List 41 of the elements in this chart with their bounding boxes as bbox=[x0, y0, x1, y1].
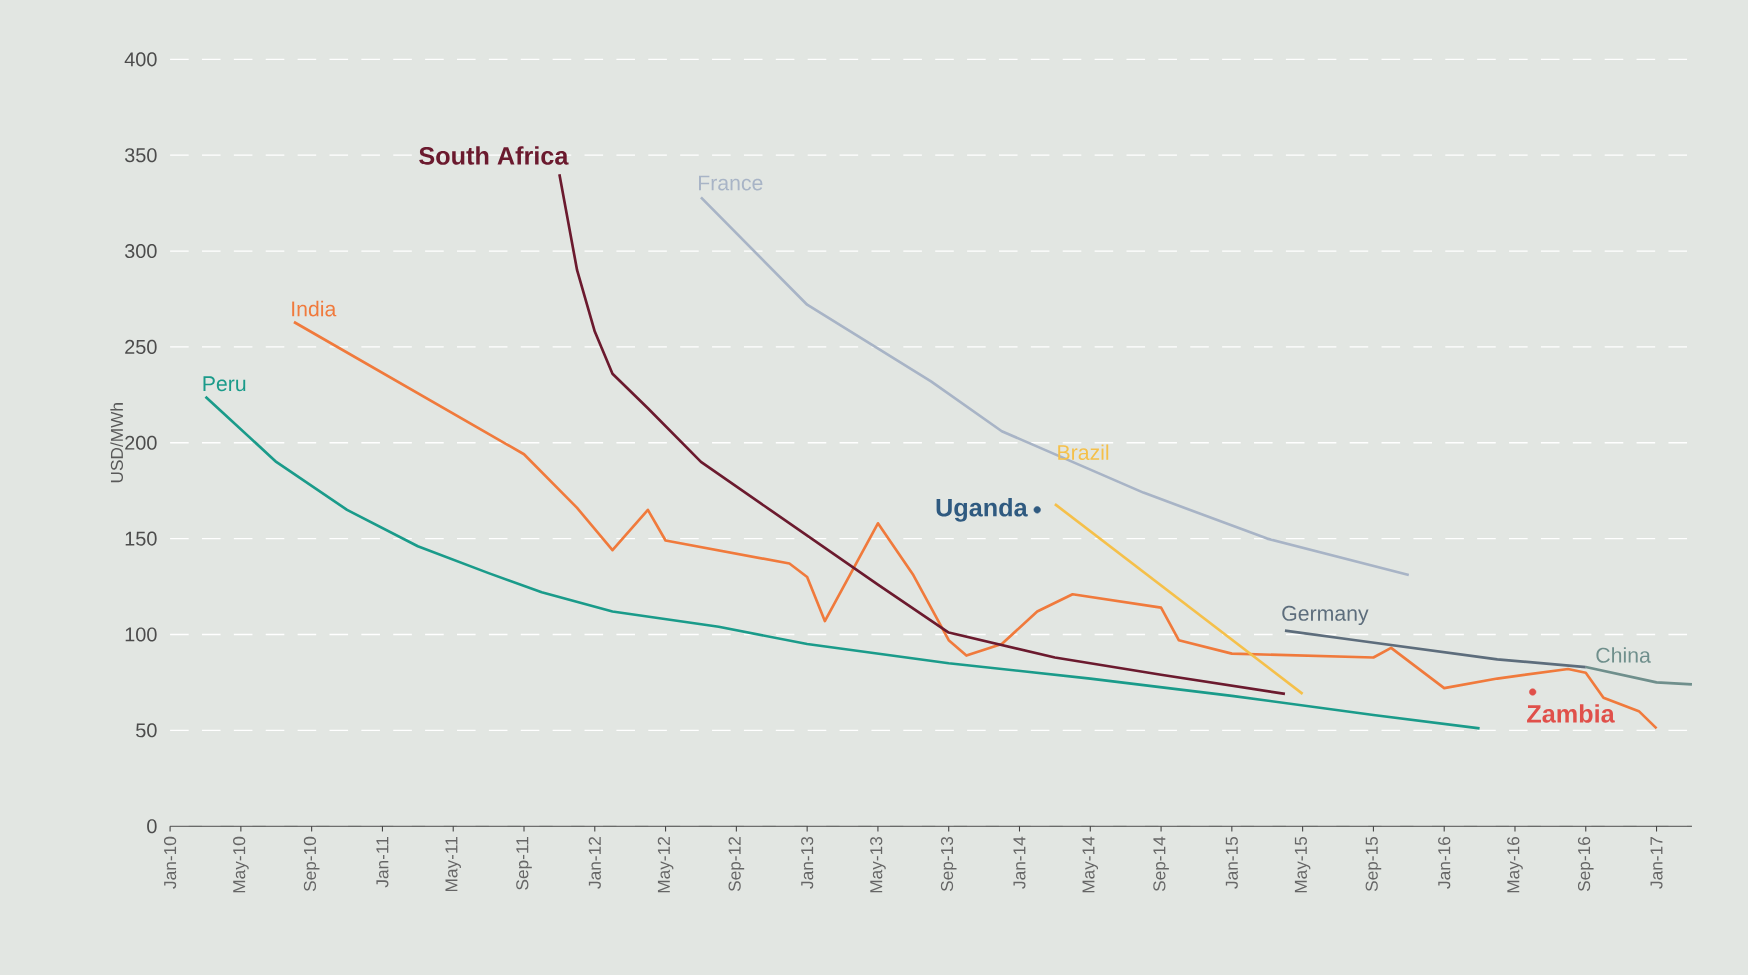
series-label: Zambia bbox=[1527, 704, 1615, 723]
x-tick-label: May-14 bbox=[1082, 836, 1099, 893]
x-tick-label: Jan-15 bbox=[1225, 836, 1238, 889]
x-tick-label: May-13 bbox=[870, 836, 886, 893]
y-tick-label: 100 bbox=[125, 627, 157, 642]
y-tick-label: 50 bbox=[136, 723, 157, 738]
x-tick-label: Jan-13 bbox=[801, 836, 814, 889]
y-tick-label: 400 bbox=[124, 52, 157, 67]
series-label: Peru bbox=[203, 376, 246, 392]
x-tick-label: Jan-11 bbox=[376, 836, 389, 888]
x-tick-label: Sep-13 bbox=[940, 836, 957, 892]
y-tick-label: 250 bbox=[125, 339, 157, 354]
series-label: France bbox=[699, 175, 763, 191]
series-label: China bbox=[1596, 647, 1651, 663]
x-tick-label: Sep-10 bbox=[303, 836, 320, 892]
x-tick-label: May-12 bbox=[657, 837, 674, 893]
x-tick-label: Jan-12 bbox=[588, 837, 601, 889]
x-tick-label: May-16 bbox=[1507, 836, 1523, 893]
x-tick-label: May-11 bbox=[445, 836, 461, 892]
y-tick-label: 150 bbox=[125, 531, 157, 546]
y-tick-label: 200 bbox=[125, 435, 157, 450]
x-tick-label: Jan-14 bbox=[1013, 836, 1026, 889]
text: Brazil bbox=[1058, 444, 1109, 460]
x-tick-label: Sep-12 bbox=[728, 837, 745, 892]
series-label: India bbox=[292, 300, 337, 317]
series-label: Germany bbox=[1282, 605, 1369, 626]
series-label: Uganda bbox=[936, 497, 1028, 522]
x-tick-label: Sep-16 bbox=[1577, 836, 1594, 892]
x-tick-label: May-15 bbox=[1294, 836, 1311, 893]
y-tick-label: 350 bbox=[124, 148, 157, 163]
x-tick-label: Jan-16 bbox=[1438, 836, 1451, 889]
x-tick-label: Sep-15 bbox=[1365, 836, 1382, 892]
y-tick-label: 0 bbox=[147, 819, 157, 834]
x-tick-label: Sep-11 bbox=[516, 836, 532, 890]
y-axis-title: USD/MWh bbox=[110, 403, 124, 483]
series-label: South Africa bbox=[419, 146, 569, 165]
y-tick-label: 300 bbox=[124, 243, 157, 259]
x-tick-label: Jan-17 bbox=[1650, 837, 1663, 889]
x-tick-label: May-10 bbox=[233, 836, 249, 893]
x-tick-label: Jan-10 bbox=[163, 836, 177, 889]
x-tick-label: Sep-14 bbox=[1153, 836, 1169, 892]
